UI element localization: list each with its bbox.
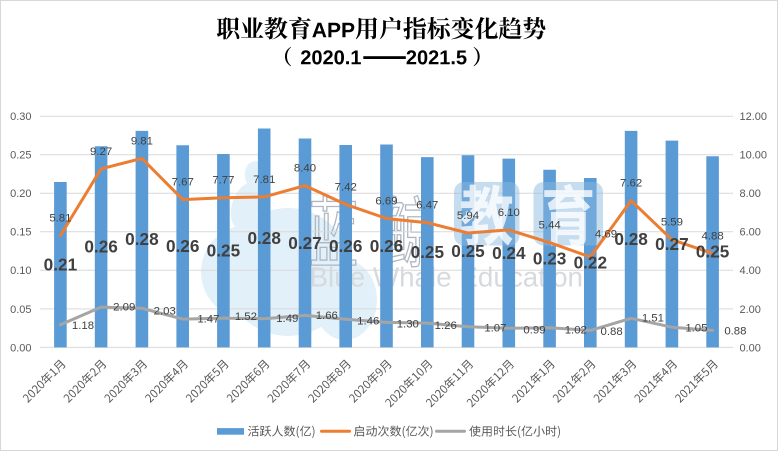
svg-text:9.81: 9.81 [131, 135, 153, 147]
svg-text:0.00: 0.00 [740, 342, 761, 354]
svg-text:6.47: 6.47 [416, 200, 438, 212]
svg-text:2.03: 2.03 [154, 305, 176, 317]
svg-text:0.26: 0.26 [329, 236, 362, 256]
svg-text:8.00: 8.00 [740, 188, 761, 200]
svg-text:1.66: 1.66 [316, 310, 338, 322]
svg-text:0.26: 0.26 [166, 236, 199, 256]
svg-text:0.27: 0.27 [288, 233, 321, 253]
svg-text:0.30: 0.30 [10, 111, 31, 123]
svg-text:0.00: 0.00 [10, 342, 31, 354]
svg-text:0.25: 0.25 [451, 241, 485, 261]
svg-text:0.26: 0.26 [370, 236, 403, 256]
svg-text:0.25: 0.25 [207, 241, 241, 261]
svg-text:0.27: 0.27 [655, 234, 688, 254]
svg-text:7.42: 7.42 [335, 181, 357, 193]
svg-text:6.10: 6.10 [498, 207, 520, 219]
svg-text:2.09: 2.09 [113, 302, 135, 314]
svg-text:12.00: 12.00 [740, 111, 768, 123]
svg-text:5.81: 5.81 [49, 213, 71, 225]
svg-text:7.77: 7.77 [212, 175, 234, 187]
svg-text:0.10: 0.10 [10, 265, 31, 277]
svg-text:0.05: 0.05 [10, 304, 31, 316]
svg-text:0.26: 0.26 [84, 237, 117, 257]
svg-text:0.99: 0.99 [523, 324, 545, 336]
svg-text:0.25: 0.25 [10, 150, 31, 162]
svg-text:5.44: 5.44 [539, 220, 561, 232]
svg-text:4.00: 4.00 [740, 265, 761, 277]
svg-text:0.24: 0.24 [492, 243, 526, 263]
svg-text:0.28: 0.28 [614, 229, 648, 249]
svg-text:0.22: 0.22 [574, 253, 607, 273]
svg-text:0.28: 0.28 [125, 229, 159, 249]
svg-text:Blue Whale Education: Blue Whale Education [310, 262, 584, 293]
svg-text:0.25: 0.25 [411, 242, 445, 262]
svg-text:2.00: 2.00 [740, 304, 761, 316]
svg-text:0.15: 0.15 [10, 227, 31, 239]
svg-text:1.46: 1.46 [357, 315, 379, 327]
svg-text:1.30: 1.30 [397, 318, 419, 330]
svg-text:0.28: 0.28 [247, 228, 281, 248]
svg-text:0.21: 0.21 [44, 255, 78, 275]
svg-text:6.00: 6.00 [740, 227, 761, 239]
svg-text:1.18: 1.18 [72, 320, 94, 332]
svg-text:0.25: 0.25 [696, 242, 730, 262]
svg-text:1.47: 1.47 [197, 313, 219, 325]
svg-text:0.20: 0.20 [10, 188, 31, 200]
svg-text:1.26: 1.26 [435, 320, 457, 332]
svg-text:0.88: 0.88 [724, 325, 746, 337]
svg-text:4.88: 4.88 [702, 230, 724, 242]
svg-text:1.52: 1.52 [235, 311, 257, 323]
svg-text:5.94: 5.94 [457, 210, 479, 222]
svg-text:0.23: 0.23 [533, 248, 566, 268]
svg-text:6.69: 6.69 [375, 196, 397, 208]
svg-text:1.51: 1.51 [642, 312, 664, 324]
svg-text:8.40: 8.40 [294, 163, 316, 175]
svg-text:1.02: 1.02 [565, 324, 587, 336]
svg-text:9.27: 9.27 [90, 146, 112, 158]
svg-text:1.07: 1.07 [484, 322, 506, 334]
svg-text:7.81: 7.81 [253, 174, 275, 186]
svg-text:5.59: 5.59 [661, 217, 683, 229]
svg-text:0.88: 0.88 [601, 326, 623, 338]
svg-text:1.05: 1.05 [685, 322, 707, 334]
svg-text:10.00: 10.00 [740, 150, 768, 162]
svg-text:7.67: 7.67 [172, 177, 194, 189]
svg-text:4.69: 4.69 [595, 229, 617, 241]
svg-text:1.49: 1.49 [276, 313, 298, 325]
svg-text:7.62: 7.62 [620, 178, 642, 190]
